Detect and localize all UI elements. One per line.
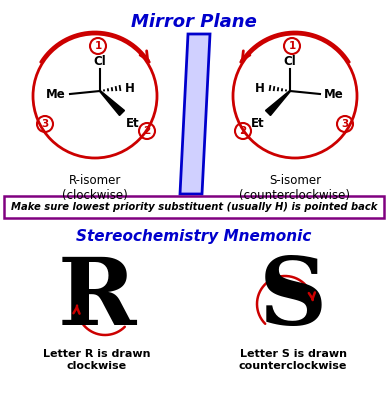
Text: Letter S is drawn
counterclockwise: Letter S is drawn counterclockwise (239, 349, 347, 370)
Text: 3: 3 (42, 119, 48, 129)
Text: 1: 1 (94, 41, 102, 51)
Text: H: H (125, 82, 135, 95)
Text: Me: Me (46, 88, 66, 101)
Text: Stereochemistry Mnemonic: Stereochemistry Mnemonic (76, 229, 312, 244)
Text: Et: Et (126, 117, 140, 130)
Text: S-isomer
(counterclockwise): S-isomer (counterclockwise) (239, 174, 350, 202)
Text: R: R (58, 254, 136, 344)
Text: Et: Et (250, 117, 264, 130)
Text: Make sure lowest priority substituent (usually H) is pointed back: Make sure lowest priority substituent (u… (11, 202, 377, 212)
Text: H: H (255, 82, 265, 95)
Polygon shape (265, 90, 290, 116)
Text: 2: 2 (239, 126, 247, 136)
Text: 2: 2 (144, 126, 151, 136)
Text: Letter R is drawn
clockwise: Letter R is drawn clockwise (43, 349, 151, 370)
Text: S: S (259, 254, 327, 344)
Text: Mirror Plane: Mirror Plane (131, 13, 257, 31)
Text: 3: 3 (341, 119, 349, 129)
Text: Cl: Cl (284, 55, 296, 68)
FancyBboxPatch shape (4, 196, 384, 218)
Text: R-isomer
(clockwise): R-isomer (clockwise) (62, 174, 128, 202)
Polygon shape (180, 34, 210, 194)
Polygon shape (100, 90, 125, 116)
Text: Cl: Cl (94, 55, 106, 68)
Text: 1: 1 (288, 41, 296, 51)
Text: Me: Me (324, 88, 344, 101)
